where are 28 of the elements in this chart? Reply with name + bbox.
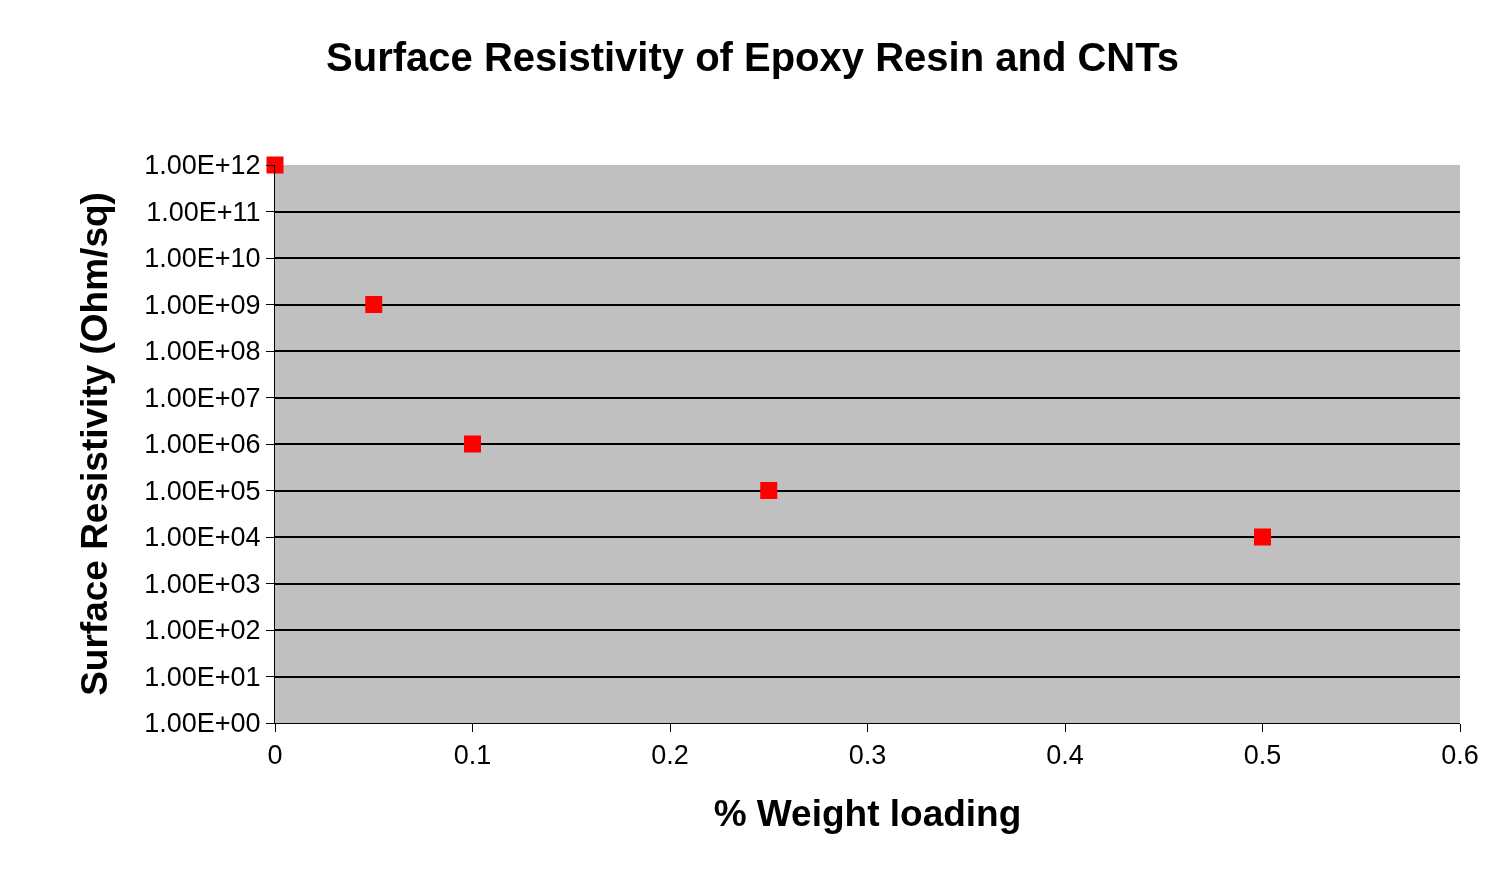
x-tick-label: 0.4: [1046, 740, 1084, 771]
y-tick-label: 1.00E+09: [144, 289, 261, 320]
x-tick-label: 0.1: [453, 740, 492, 771]
y-tick-label: 1.00E+05: [144, 475, 261, 506]
x-axis-title: % Weight loading: [713, 792, 1022, 834]
x-tick-label: 0.5: [1243, 740, 1282, 771]
y-tick-label: 1.00E+04: [144, 522, 261, 553]
x-tick-label: 0: [267, 740, 283, 771]
y-tick-label: 1.00E+10: [144, 243, 261, 274]
point: [1254, 528, 1271, 546]
x-tick-label: 0.2: [651, 740, 689, 771]
chart-title: Surface Resistivity of Epoxy Resin and CNTs: [326, 35, 1179, 80]
x-tick-label: 0.3: [848, 740, 887, 771]
point: [464, 435, 481, 453]
y-tick-label: 1.00E+07: [144, 382, 261, 413]
y-tick-label: 1.00E+00: [144, 708, 261, 739]
y-tick-label: 1.00E+08: [144, 336, 261, 367]
y-axis-title: Surface Resistivity (Ohm/sq): [73, 192, 115, 696]
y-tick-label: 1.00E+02: [144, 615, 261, 646]
point: [760, 482, 778, 499]
y-tick-label: 1.00E+06: [144, 429, 261, 460]
point: [365, 296, 383, 313]
y-tick-label: 1.00E+03: [144, 568, 261, 599]
point: [266, 156, 284, 174]
y-tick-label: 1.00E+12: [144, 150, 261, 181]
y-tick-label: 1.00E+01: [144, 661, 261, 692]
x-tick-label: 0.6: [1441, 740, 1479, 771]
y-tick-label: 1.00E+11: [146, 196, 261, 227]
